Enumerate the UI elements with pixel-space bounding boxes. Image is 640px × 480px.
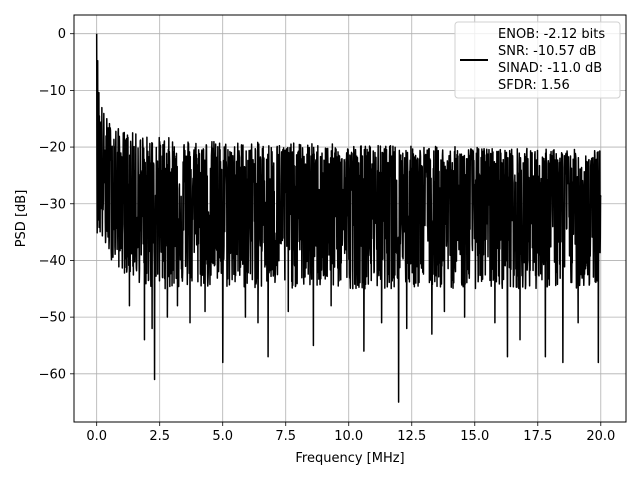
x-axis-label: Frequency [MHz] bbox=[295, 451, 404, 466]
legend-entry-text: ENOB: -2.12 bits SNR: -10.57 dB SINAD: -11… bbox=[498, 27, 605, 93]
y-tick-label: −10 bbox=[39, 84, 66, 99]
y-axis-ticks: 0 −10 −20 −30 −40 −50 −60 bbox=[39, 27, 74, 382]
legend-label-line: SFDR: 1.56 bbox=[498, 78, 570, 93]
psd-series-line bbox=[95, 33, 602, 403]
x-tick-label: 5.0 bbox=[212, 429, 233, 444]
legend-label-line: ENOB: -2.12 bits bbox=[498, 27, 605, 42]
legend-label: ENOB: -2.12 bits SNR: -10.57 dB SINAD: -11… bbox=[498, 27, 605, 93]
x-tick-label: 10.0 bbox=[334, 429, 363, 444]
y-tick-label: 0 bbox=[58, 27, 66, 42]
x-tick-label: 12.5 bbox=[397, 429, 426, 444]
legend-box bbox=[454, 21, 621, 99]
y-tick-label: −20 bbox=[39, 141, 66, 156]
x-tick-label: 7.5 bbox=[275, 429, 296, 444]
x-tick-label: 20.0 bbox=[586, 429, 615, 444]
legend-label-line: SINAD: -11.0 dB bbox=[498, 61, 602, 76]
legend: ENOB: -2.12 bits SNR: -10.57 dB SINAD: -11… bbox=[454, 21, 621, 99]
y-tick-label: −40 bbox=[39, 254, 66, 269]
psd-trace bbox=[95, 33, 602, 403]
x-tick-label: 2.5 bbox=[149, 429, 170, 444]
x-tick-label: 0.0 bbox=[86, 429, 107, 444]
plot-area-frame bbox=[73, 14, 627, 423]
y-axis-label: PSD [dB] bbox=[14, 190, 29, 248]
y-tick-label: −30 bbox=[39, 197, 66, 212]
y-tick-label: −60 bbox=[39, 367, 66, 382]
legend-label-line: SNR: -10.57 dB bbox=[498, 44, 596, 59]
y-tick-label: −50 bbox=[39, 311, 66, 326]
x-tick-label: 17.5 bbox=[523, 429, 552, 444]
x-axis-ticks: 0.0 2.5 5.0 7.5 10.0 12.5 15.0 17.5 20.0 bbox=[86, 422, 615, 444]
x-tick-label: 15.0 bbox=[460, 429, 489, 444]
